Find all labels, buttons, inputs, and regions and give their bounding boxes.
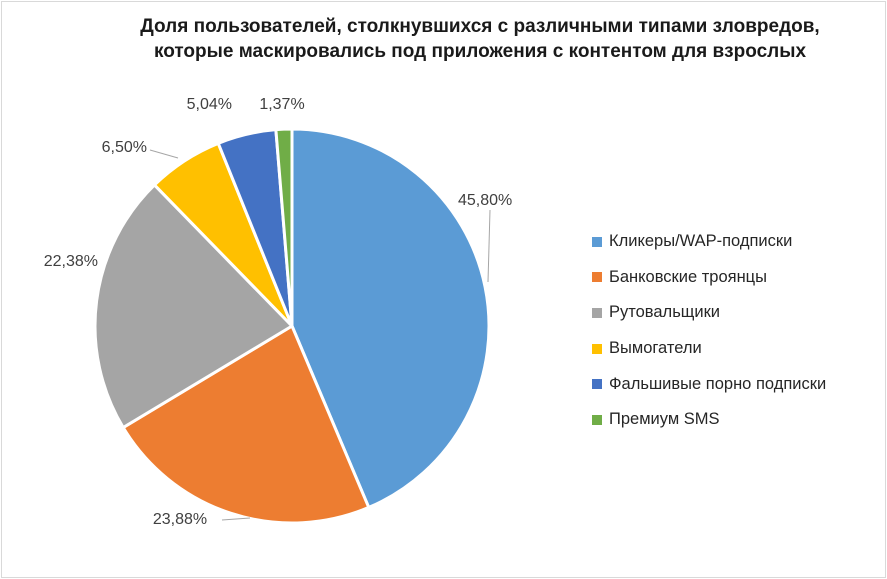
- legend-label: Рутовальщики: [609, 303, 721, 322]
- leader-line-4: [149, 149, 179, 159]
- data-label-4: 6,50%: [102, 139, 147, 156]
- leader-line-2: [221, 517, 251, 521]
- chart-title: Доля пользователей, столкнувшихся с разл…: [0, 14, 887, 64]
- pie-slice-1: [290, 127, 491, 509]
- legend-swatch: [592, 307, 602, 318]
- pie-slice-6: [274, 127, 294, 328]
- data-label-6: 1,37%: [259, 96, 304, 113]
- legend-swatch: [592, 414, 602, 425]
- legend-swatch: [592, 379, 602, 390]
- leader-line-1: [487, 209, 491, 283]
- legend-label: Кликеры/WAP-подписки: [609, 232, 793, 251]
- data-label-2: 23,88%: [153, 511, 207, 528]
- legend-swatch: [592, 272, 602, 283]
- data-label-5: 5,04%: [187, 96, 232, 113]
- legend-label: Вымогатели: [609, 339, 702, 358]
- legend-swatch: [592, 343, 602, 354]
- pie-slice-2: [121, 324, 371, 525]
- legend-item-6: Премиум SMS: [592, 402, 826, 438]
- legend-label: Банковские троянцы: [609, 267, 767, 286]
- legend-swatch: [592, 236, 602, 247]
- legend-item-3: Рутовальщики: [592, 295, 826, 331]
- legend-label: Фальшивые порно подписки: [609, 374, 827, 393]
- chart-title-line-1: Доля пользователей, столкнувшихся с разл…: [140, 16, 820, 37]
- data-label-3: 22,38%: [44, 253, 98, 270]
- legend-item-5: Фальшивые порно подписки: [592, 366, 826, 402]
- pie-slice-3: [93, 183, 294, 430]
- legend-item-2: Банковские троянцы: [592, 260, 826, 296]
- legend-item-4: Вымогатели: [592, 331, 826, 367]
- legend-item-1: Кликеры/WAP-подписки: [592, 224, 826, 260]
- chart-title-line-2: которые маскировались под приложения с к…: [153, 41, 807, 62]
- chart-legend: Кликеры/WAP-подписки Банковские троянцы Ру…: [592, 224, 826, 438]
- data-label-1: 45,80%: [458, 192, 512, 209]
- legend-label: Премиум SMS: [609, 410, 720, 429]
